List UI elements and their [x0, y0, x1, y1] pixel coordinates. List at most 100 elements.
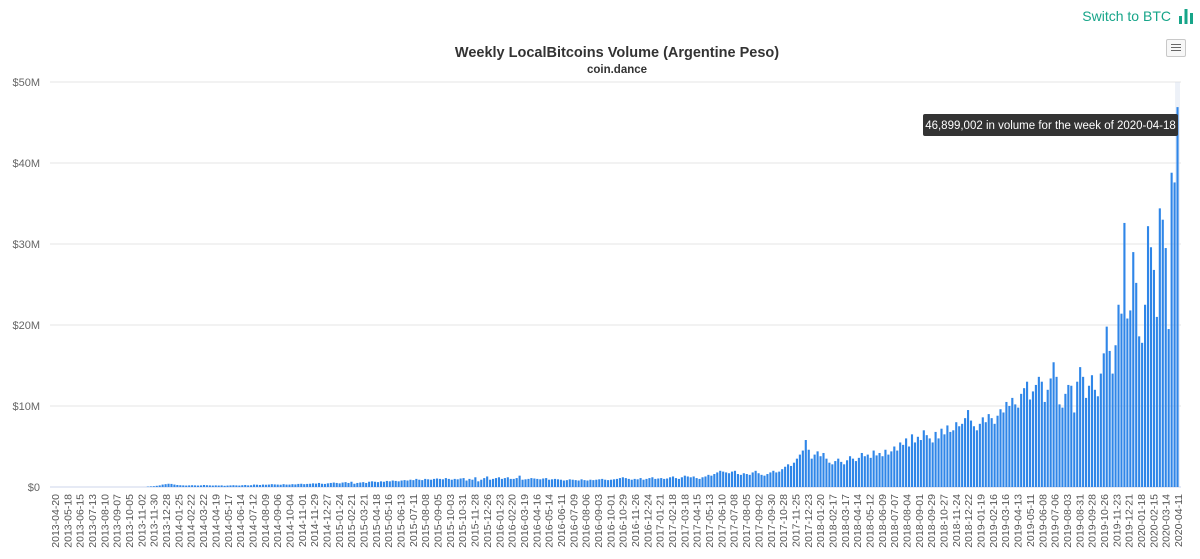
- bar[interactable]: [312, 483, 315, 487]
- bar[interactable]: [834, 461, 837, 487]
- bar[interactable]: [149, 486, 152, 487]
- bar[interactable]: [368, 481, 371, 487]
- bar[interactable]: [1117, 304, 1120, 487]
- bar[interactable]: [851, 458, 855, 487]
- bar[interactable]: [276, 484, 279, 487]
- bar[interactable]: [695, 478, 698, 487]
- bar[interactable]: [1093, 389, 1096, 487]
- bar[interactable]: [317, 482, 321, 487]
- bar[interactable]: [415, 478, 418, 487]
- bar[interactable]: [725, 472, 728, 487]
- bar[interactable]: [630, 479, 633, 487]
- bar[interactable]: [229, 485, 232, 487]
- bar[interactable]: [483, 478, 486, 487]
- bar[interactable]: [683, 475, 686, 487]
- hamburger-menu-icon[interactable]: [1166, 39, 1186, 57]
- bar[interactable]: [223, 485, 226, 488]
- bar[interactable]: [669, 477, 672, 487]
- bar[interactable]: [556, 479, 560, 487]
- bar[interactable]: [621, 477, 624, 487]
- bar[interactable]: [745, 474, 748, 487]
- bar[interactable]: [589, 479, 592, 487]
- bar[interactable]: [388, 481, 391, 487]
- bar[interactable]: [553, 478, 557, 487]
- bar[interactable]: [896, 450, 899, 487]
- bar[interactable]: [922, 430, 925, 487]
- bar[interactable]: [1087, 385, 1091, 487]
- bar[interactable]: [270, 484, 273, 487]
- bar[interactable]: [592, 480, 595, 488]
- bar[interactable]: [359, 482, 362, 488]
- bar[interactable]: [161, 484, 164, 487]
- bar[interactable]: [899, 442, 902, 487]
- bar[interactable]: [663, 478, 666, 487]
- bar[interactable]: [1079, 367, 1082, 487]
- bar[interactable]: [435, 478, 439, 488]
- bar[interactable]: [267, 484, 270, 487]
- bar[interactable]: [1034, 384, 1037, 487]
- bar[interactable]: [763, 475, 766, 487]
- bar[interactable]: [792, 462, 796, 487]
- bar[interactable]: [1002, 412, 1005, 487]
- bar[interactable]: [509, 478, 512, 487]
- bar[interactable]: [651, 477, 654, 487]
- bar[interactable]: [539, 479, 542, 487]
- bar[interactable]: [878, 452, 881, 487]
- bar[interactable]: [273, 484, 276, 487]
- bar[interactable]: [1138, 336, 1141, 487]
- bar[interactable]: [152, 486, 155, 487]
- bar[interactable]: [191, 485, 194, 487]
- bar[interactable]: [1114, 345, 1117, 487]
- bar[interactable]: [241, 485, 244, 487]
- bar[interactable]: [489, 479, 492, 487]
- bar[interactable]: [742, 473, 745, 487]
- bar[interactable]: [1037, 376, 1040, 487]
- bar[interactable]: [701, 477, 704, 487]
- bar[interactable]: [1111, 373, 1114, 487]
- bar[interactable]: [869, 457, 872, 487]
- bar[interactable]: [1155, 316, 1158, 487]
- bar[interactable]: [471, 479, 474, 487]
- bar[interactable]: [907, 446, 911, 488]
- bar[interactable]: [406, 480, 409, 487]
- bar[interactable]: [857, 457, 860, 487]
- bar[interactable]: [1176, 107, 1179, 488]
- bar[interactable]: [710, 475, 713, 487]
- bar[interactable]: [232, 485, 235, 487]
- bar[interactable]: [934, 431, 937, 487]
- bar[interactable]: [1067, 384, 1070, 487]
- bar[interactable]: [984, 422, 987, 487]
- bar[interactable]: [300, 483, 303, 487]
- bar[interactable]: [486, 476, 489, 487]
- bar[interactable]: [698, 478, 701, 487]
- bar[interactable]: [828, 462, 831, 487]
- bar[interactable]: [730, 471, 734, 487]
- bar[interactable]: [837, 458, 840, 487]
- bar[interactable]: [382, 481, 385, 487]
- bar[interactable]: [403, 480, 406, 488]
- bar[interactable]: [400, 480, 403, 487]
- bar[interactable]: [946, 425, 949, 487]
- bar[interactable]: [787, 464, 790, 487]
- bar[interactable]: [211, 485, 214, 487]
- bar[interactable]: [347, 482, 350, 487]
- bar[interactable]: [1126, 318, 1129, 487]
- bar[interactable]: [887, 454, 890, 487]
- bar[interactable]: [1167, 329, 1170, 487]
- bar[interactable]: [306, 483, 309, 487]
- bar[interactable]: [332, 482, 335, 488]
- bar[interactable]: [1052, 362, 1055, 487]
- bar[interactable]: [477, 481, 480, 487]
- bar[interactable]: [297, 483, 300, 487]
- bar[interactable]: [1144, 304, 1147, 487]
- bar[interactable]: [253, 484, 256, 487]
- bar[interactable]: [314, 483, 318, 487]
- bar[interactable]: [846, 460, 849, 487]
- bar[interactable]: [689, 477, 692, 487]
- bar[interactable]: [492, 478, 495, 487]
- bar[interactable]: [258, 484, 262, 487]
- bar[interactable]: [1170, 172, 1173, 487]
- bar[interactable]: [530, 478, 533, 487]
- bar[interactable]: [813, 454, 816, 487]
- bar[interactable]: [323, 483, 326, 487]
